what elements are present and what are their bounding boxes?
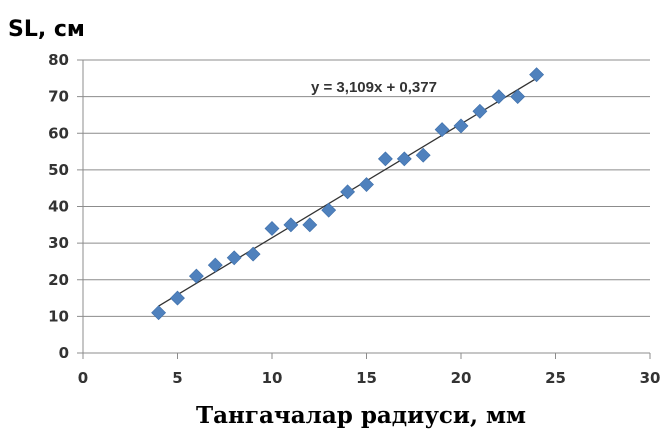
data-point-5 (245, 246, 261, 262)
data-points (151, 67, 545, 321)
y-tick-labels: 0 10 20 30 40 50 60 70 80 (48, 51, 69, 362)
x-tick-label-25: 25 (545, 369, 566, 387)
data-point-7 (283, 217, 299, 233)
x-tick-label-20: 20 (451, 369, 472, 387)
data-point-9 (321, 202, 337, 218)
data-point-20 (529, 67, 545, 83)
data-point-11 (359, 177, 374, 192)
data-point-19 (510, 89, 526, 105)
y-tick-label-30: 30 (48, 234, 69, 252)
trendline-equation: y = 3,109x + 0,377 (311, 79, 437, 96)
y-tick-label-40: 40 (48, 198, 69, 216)
y-tick-label-0: 0 (59, 344, 69, 362)
y-tick-label-10: 10 (48, 307, 69, 325)
data-point-6 (264, 221, 280, 236)
x-tick-label-5: 5 (172, 369, 182, 387)
x-tick-labels: 0 5 10 15 20 25 30 (78, 369, 661, 387)
data-point-15 (434, 122, 450, 138)
gridlines (83, 59, 650, 317)
data-point-3 (207, 257, 223, 273)
y-tick-label-80: 80 (48, 51, 69, 69)
data-point-8 (302, 217, 318, 233)
data-point-12 (377, 151, 393, 167)
data-point-1 (170, 290, 185, 306)
y-axis-label: SL, см (8, 17, 85, 42)
data-point-16 (453, 118, 469, 134)
data-point-13 (396, 151, 412, 167)
axes (77, 59, 651, 359)
data-point-0 (151, 305, 167, 321)
y-tick-label-70: 70 (48, 88, 69, 106)
x-axis-label: Тангачалар радиуси, мм (196, 402, 526, 429)
x-tick-label-0: 0 (78, 369, 88, 387)
data-point-14 (415, 147, 431, 163)
data-point-17 (472, 103, 488, 119)
data-point-18 (491, 89, 507, 105)
y-tick-label-60: 60 (48, 124, 69, 142)
data-point-4 (226, 250, 242, 266)
x-tick-label-10: 10 (262, 369, 283, 387)
y-tick-label-20: 20 (48, 271, 69, 289)
x-tick-label-30: 30 (640, 369, 661, 387)
data-point-10 (340, 184, 356, 200)
data-point-2 (188, 268, 204, 284)
y-tick-label-50: 50 (48, 161, 69, 179)
x-tick-label-15: 15 (356, 369, 377, 387)
